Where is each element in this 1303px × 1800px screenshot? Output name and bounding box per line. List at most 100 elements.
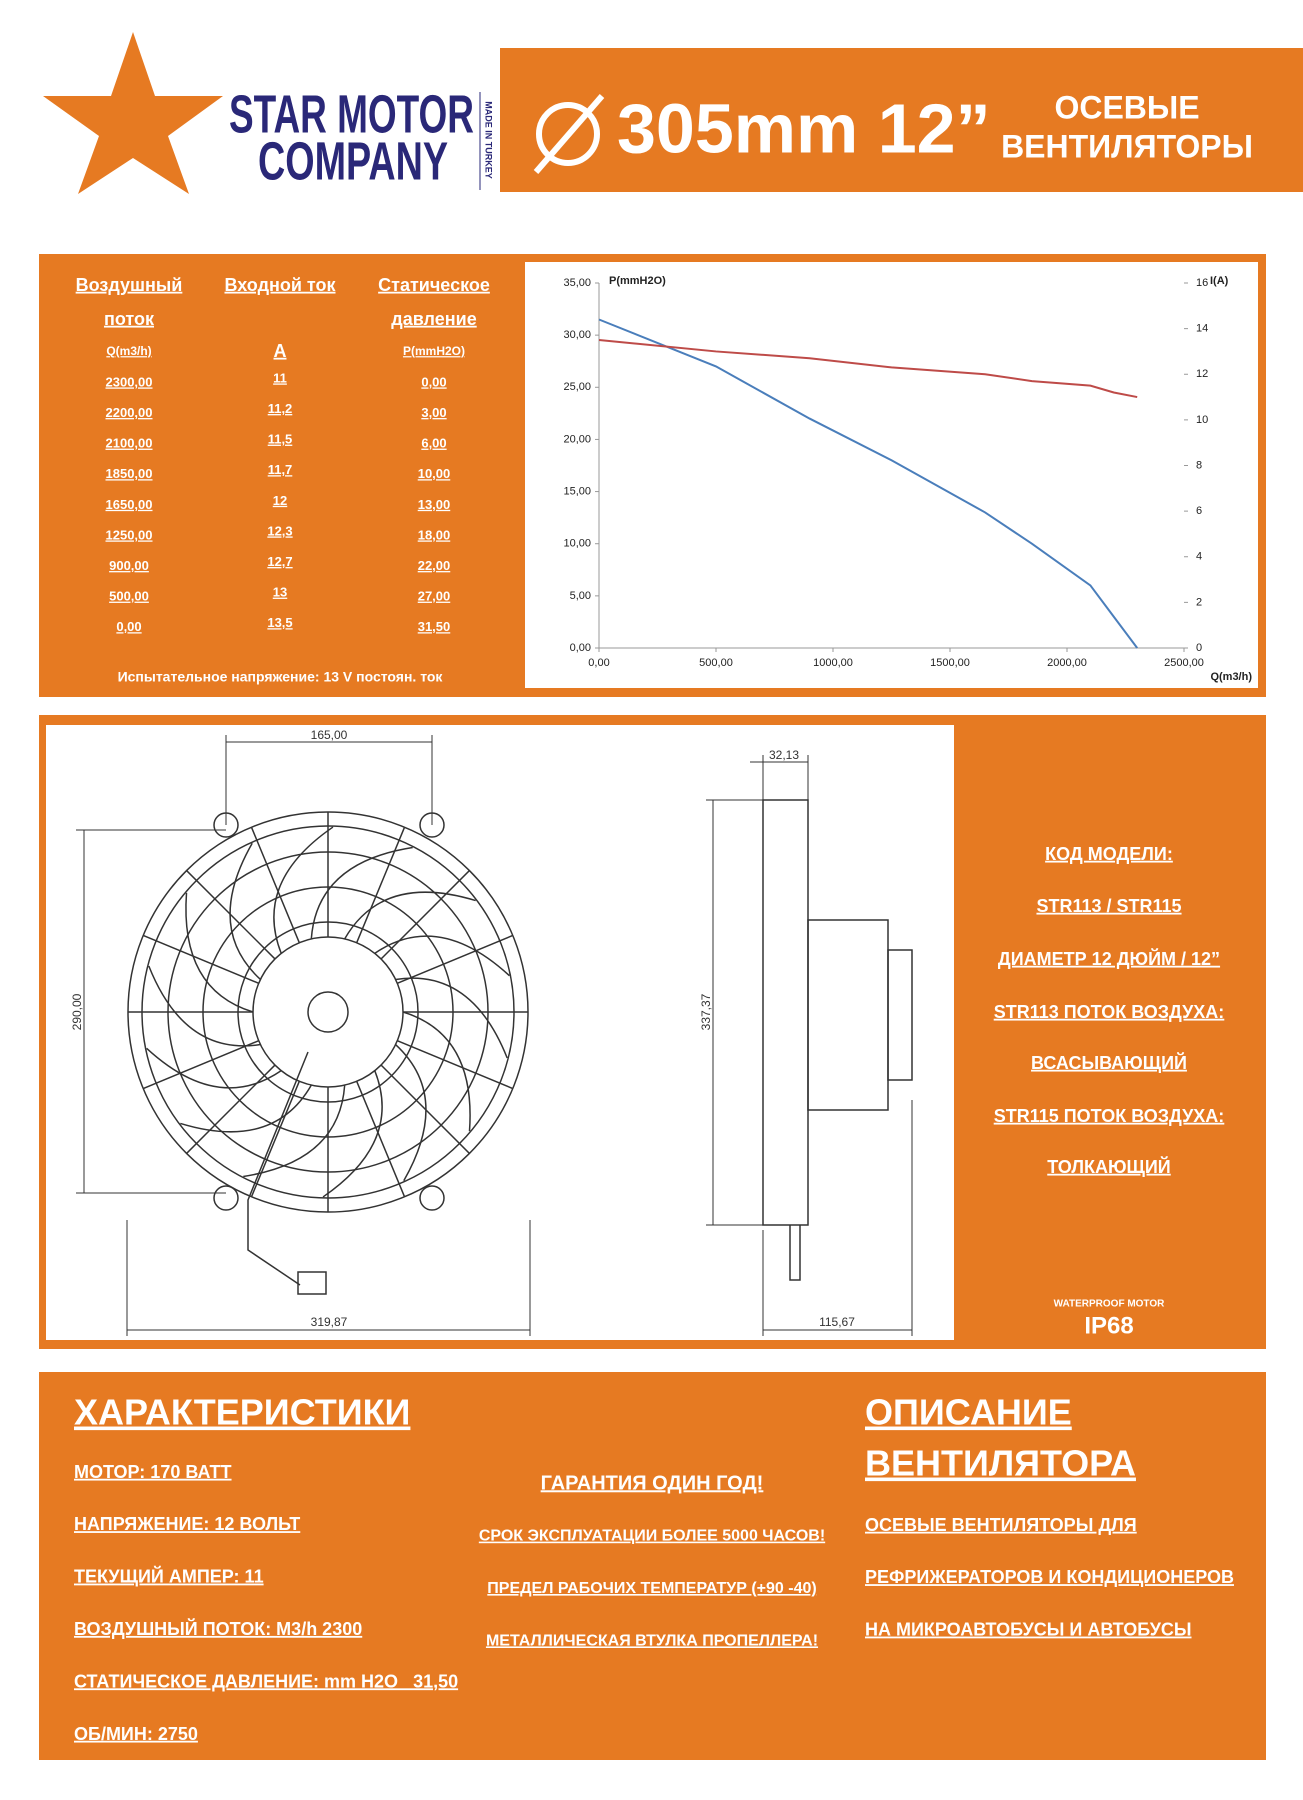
- logo-star: [43, 32, 223, 194]
- table-cell: 12,3: [267, 523, 292, 538]
- fan-blade: [310, 846, 413, 939]
- table-cell: 13,00: [418, 497, 451, 512]
- fan-blade: [180, 1084, 312, 1133]
- table-cell: 27,00: [418, 589, 451, 604]
- y2-tick-label: 4: [1196, 551, 1202, 563]
- y2-tick-label: 16: [1196, 277, 1208, 289]
- fan-blade: [374, 935, 510, 977]
- table-cell: 12: [273, 493, 287, 508]
- header-title: ОСЕВЫЕ: [1054, 89, 1199, 125]
- table-cell: 2200,00: [106, 405, 153, 420]
- x-axis-label: Q(m3/h): [1210, 671, 1252, 683]
- fan-blade: [395, 1043, 427, 1182]
- side-wire: [789, 1225, 801, 1281]
- table-cell: 11,7: [268, 462, 293, 477]
- y2-axis-label: I(A): [1210, 275, 1229, 287]
- table-cell: 3,00: [421, 405, 446, 420]
- feature-item: ТЕКУЩИЙ АМПЕР: 11: [74, 1566, 264, 1587]
- y2-tick-label: 2: [1196, 596, 1202, 608]
- header-band: [500, 48, 1303, 192]
- highlight-item: ПРЕДЕЛ РАБОЧИХ ТЕМПЕРАТУР (+90 -40): [487, 1580, 816, 1597]
- motor-label: WATERPROOF MOTOR: [1054, 1299, 1166, 1310]
- y-tick-label: 35,00: [563, 277, 591, 289]
- y-tick-label: 0,00: [570, 642, 591, 654]
- table-cell: 13,5: [267, 615, 292, 630]
- model-line: STR115 ПОТОК ВОЗДУХА:: [994, 1106, 1225, 1126]
- table-cell: 13: [273, 585, 287, 600]
- table-cell: 1850,00: [106, 466, 153, 481]
- fan-guard: [186, 1064, 276, 1154]
- table-cell: 11,5: [268, 432, 293, 447]
- table-cell: 22,00: [418, 558, 451, 573]
- mount-tab: [213, 1185, 239, 1211]
- table-cell: 2300,00: [106, 374, 153, 389]
- fan-blade: [402, 1011, 471, 1132]
- table-cell: 12,7: [267, 554, 292, 569]
- logo-origin: MADE IN TURKEY: [484, 101, 494, 179]
- table-header: давление: [391, 309, 476, 329]
- header-size: 305mm 12”: [617, 89, 991, 167]
- table-header: поток: [104, 309, 155, 329]
- table-cell: 31,50: [418, 619, 451, 634]
- description-item: ОСЕВЫЕ ВЕНТИЛЯТОРЫ ДЛЯ: [865, 1515, 1137, 1535]
- fan-guard: [356, 1081, 406, 1198]
- table-cell: 0,00: [116, 619, 141, 634]
- description-title: ВЕНТИЛЯТОРА: [865, 1443, 1136, 1484]
- highlight-item: МЕТАЛЛИЧЕСКАЯ ВТУЛКА ПРОПЕЛЛЕРА!: [486, 1632, 818, 1649]
- y2-tick-label: 12: [1196, 368, 1208, 380]
- dimension-label: 290,00: [70, 993, 84, 1030]
- model-line: ТОЛКАЮЩИЙ: [1047, 1156, 1171, 1177]
- fan-guard: [397, 934, 514, 984]
- x-tick-label: 2000,00: [1047, 657, 1087, 669]
- fan-hub-center: [307, 991, 349, 1033]
- y-tick-label: 10,00: [563, 538, 591, 550]
- table-cell: 2100,00: [106, 436, 153, 451]
- y-tick-label: 15,00: [563, 485, 591, 497]
- series-line: [598, 339, 1138, 399]
- y2-tick-label: 14: [1196, 323, 1208, 335]
- model-line: STR113 ПОТОК ВОЗДУХА:: [994, 1002, 1225, 1022]
- header-title: ВЕНТИЛЯТОРЫ: [1001, 128, 1253, 164]
- y-tick-label: 5,00: [570, 590, 591, 602]
- model-line: ВСАСЫВАЮЩИЙ: [1031, 1052, 1187, 1073]
- logo-line2: COMPANY: [258, 131, 448, 191]
- fan-blade: [148, 965, 261, 1047]
- y-tick-label: 25,00: [563, 381, 591, 393]
- fan-wire: [247, 1051, 309, 1286]
- feature-item: ОБ/МИН: 2750: [74, 1724, 198, 1744]
- x-tick-label: 1500,00: [930, 657, 970, 669]
- dimension-label: 32,13: [769, 748, 799, 762]
- fan-guard: [186, 870, 276, 960]
- table-cell: 1650,00: [106, 497, 153, 512]
- y2-tick-label: 0: [1196, 642, 1202, 654]
- table-unit: Q(m3/h): [106, 344, 151, 358]
- x-tick-label: 500,00: [699, 657, 733, 669]
- side-cap: [887, 949, 913, 1081]
- table-header: Статическое: [378, 275, 490, 295]
- x-tick-label: 0,00: [588, 657, 609, 669]
- table-header: Входной ток: [224, 275, 336, 295]
- table-cell: 900,00: [109, 558, 149, 573]
- y-tick-label: 20,00: [563, 433, 591, 445]
- diameter-slash: [533, 94, 605, 174]
- fan-guard: [142, 1040, 259, 1090]
- fan-blade: [229, 842, 261, 981]
- y2-tick-label: 6: [1196, 505, 1202, 517]
- specs-panel: [39, 1372, 1266, 1760]
- highlight-item: СРОК ЭКСПЛУАТАЦИИ БОЛЕЕ 5000 ЧАСОВ!: [479, 1528, 825, 1545]
- series-line: [598, 318, 1139, 649]
- fan-blade: [273, 826, 334, 954]
- fan-guard: [380, 870, 470, 960]
- drawing-area: [46, 725, 954, 1340]
- fan-guard: [380, 1064, 470, 1154]
- table-unit: A: [274, 341, 287, 361]
- ip-rating: IP68: [1084, 1312, 1133, 1339]
- x-tick-label: 2500,00: [1164, 657, 1204, 669]
- description-item: РЕФРИЖЕРАТОРОВ И КОНДИЦИОНЕРОВ: [865, 1567, 1234, 1587]
- table-header: Воздушный: [76, 275, 183, 295]
- y2-tick-label: 8: [1196, 459, 1202, 471]
- dimension-label: 115,67: [819, 1315, 855, 1329]
- table-unit: P(mmH2O): [403, 344, 465, 358]
- fan-blade: [344, 891, 476, 940]
